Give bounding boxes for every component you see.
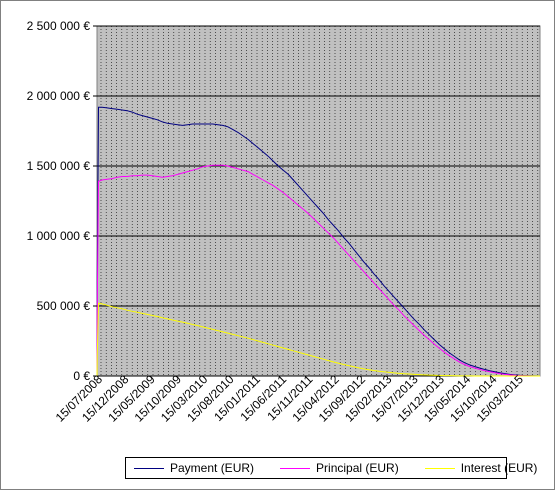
- y-tick-label: 1 000 000 €: [27, 229, 91, 243]
- y-tick-label: 500 000 €: [37, 299, 91, 313]
- plot-area: [96, 25, 541, 377]
- legend-swatch-interest: [424, 467, 455, 469]
- legend-label-payment: Payment (EUR): [170, 461, 255, 475]
- y-tick-label: 2 000 000 €: [27, 89, 91, 103]
- legend-item-principal: Principal (EUR): [280, 461, 399, 475]
- plot-background: [96, 25, 541, 377]
- gridlines: [97, 25, 540, 377]
- legend-label-interest: Interest (EUR): [460, 461, 538, 475]
- series-lines: [96, 106, 541, 377]
- series-line-interest: [96, 302, 540, 377]
- legend-swatch-principal: [280, 467, 311, 469]
- x-axis-ticks: 15/07/200815/12/200815/05/200915/10/2009…: [53, 372, 526, 425]
- legend: Payment (EUR) Principal (EUR) Interest (…: [125, 457, 537, 479]
- y-axis-ticks: 0 € 500 000 € 1 000 000 € 1 500 000 € 2 000 …: [27, 19, 97, 383]
- series-line-payment: [96, 106, 541, 377]
- y-tick-label: 1 500 000 €: [27, 159, 91, 173]
- legend-item-payment: Payment (EUR): [134, 461, 254, 475]
- legend-swatch-payment: [134, 467, 164, 469]
- legend-item-interest: Interest (EUR): [424, 461, 538, 475]
- y-tick-label: 2 500 000 €: [27, 19, 91, 33]
- legend-label-principal: Principal (EUR): [316, 461, 399, 475]
- series-line-principal: [96, 164, 541, 377]
- y-tick-label: 0 €: [73, 369, 90, 383]
